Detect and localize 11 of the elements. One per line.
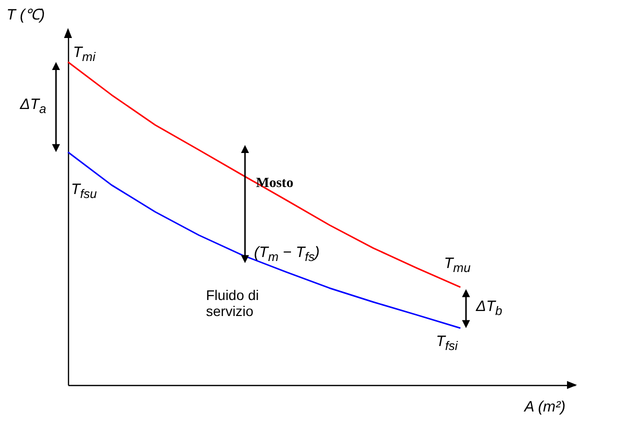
x-axis-title: A (m²) [523, 398, 566, 416]
annotation: (T$_{m}$ − T$_{fs}$) [254, 244, 320, 264]
annotation: ΔT$_{b}$ [476, 298, 502, 318]
text: ΔT$_{a}$ [20, 96, 46, 116]
series-label: Mosto [256, 176, 294, 192]
annotation: T$_{fsu}$ [71, 181, 97, 201]
annotation: T$_{fsi}$ [436, 333, 458, 353]
annotation: T$_{mu}$ [444, 255, 471, 275]
annotation: T$_{mi}$ [73, 44, 96, 64]
y-axis-title: T (℃) [6, 6, 45, 24]
series-label: Fluido di servizio [206, 287, 260, 319]
